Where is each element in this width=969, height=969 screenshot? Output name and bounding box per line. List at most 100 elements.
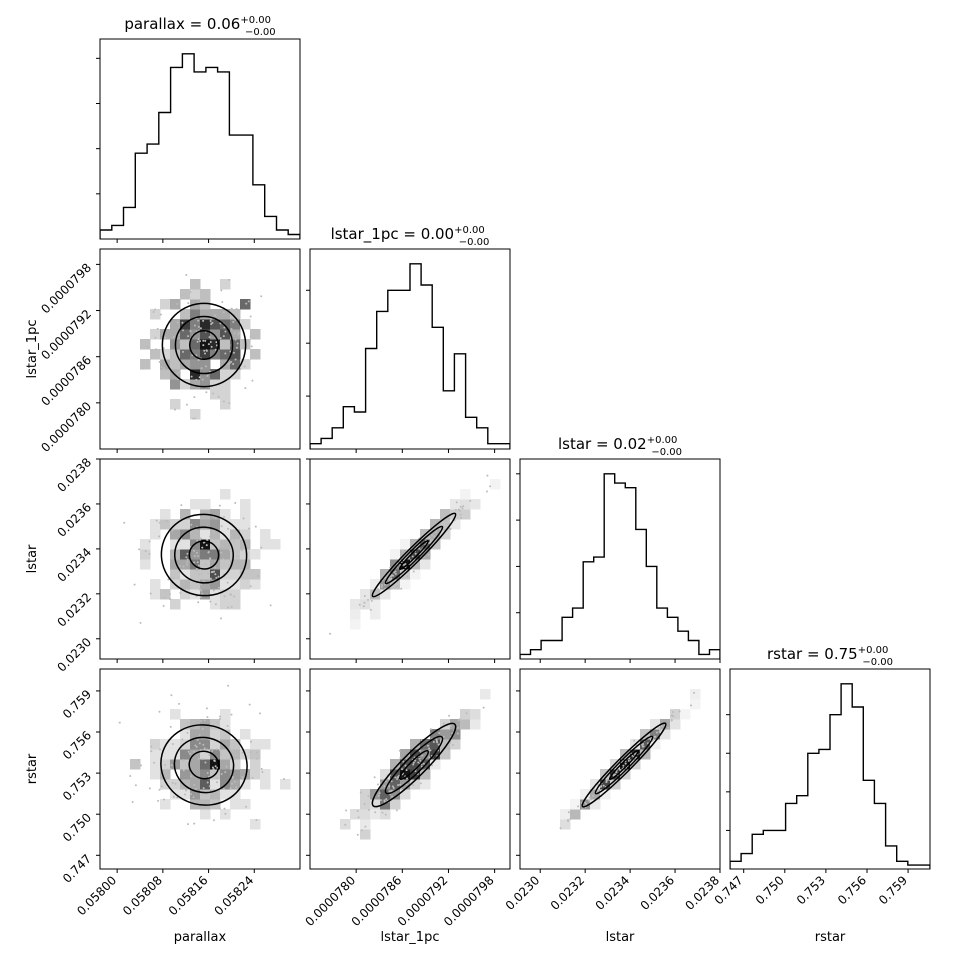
density-cell	[280, 779, 291, 790]
sample-point	[160, 366, 163, 369]
sample-point	[249, 751, 252, 754]
sample-point	[227, 606, 230, 609]
contour-line	[398, 749, 430, 781]
sample-point	[203, 352, 206, 355]
title-parallax: parallax = 0.06+0.00 −0.00	[124, 15, 275, 38]
density-cell	[180, 289, 191, 300]
density-cell	[170, 329, 181, 340]
density-cell	[150, 759, 161, 770]
sample-point	[190, 793, 193, 796]
density-cell	[420, 559, 431, 570]
density-cell	[160, 359, 171, 370]
sample-point	[164, 336, 167, 339]
xtick-label: 0.05808	[120, 873, 165, 918]
density-cell	[230, 319, 241, 330]
sample-point	[197, 325, 200, 328]
density-cell	[570, 799, 581, 810]
sample-point	[236, 555, 239, 558]
density-cell	[180, 759, 191, 770]
sample-point	[251, 379, 254, 382]
sample-point	[363, 595, 366, 598]
density-cell	[450, 499, 461, 510]
density-cell	[210, 719, 221, 730]
density-cell	[190, 309, 201, 320]
contour-line	[174, 526, 234, 584]
sample-point	[430, 539, 433, 542]
density-cell	[460, 709, 471, 720]
density-cell	[430, 749, 441, 760]
sample-point	[174, 408, 177, 411]
density-cell	[210, 529, 221, 540]
density-cell	[450, 739, 461, 750]
sample-point	[241, 751, 244, 754]
sample-point	[206, 716, 209, 719]
sample-point	[431, 533, 434, 536]
sample-point	[171, 529, 174, 532]
sample-point	[213, 759, 216, 762]
sample-point	[165, 519, 168, 522]
density-cell	[240, 299, 251, 310]
sample-point	[356, 833, 359, 836]
density-cell	[470, 719, 481, 730]
sample-point	[641, 743, 644, 746]
sample-point	[222, 787, 225, 790]
density-cell	[220, 369, 231, 380]
sample-point	[398, 749, 401, 752]
panel-lstar-lstar_1pc	[306, 458, 511, 663]
sample-point	[196, 539, 199, 542]
sample-point	[444, 519, 447, 522]
sample-point	[394, 776, 397, 779]
sample-point	[462, 505, 465, 508]
density-cell	[210, 369, 221, 380]
density-cell	[230, 569, 241, 580]
sample-point	[217, 546, 220, 549]
sample-point	[165, 768, 168, 771]
density-cell	[180, 579, 191, 590]
sample-point	[228, 746, 231, 749]
ytick-label: 0.0234	[55, 545, 95, 585]
density-cell	[160, 519, 171, 530]
histogram-lstar	[520, 473, 720, 659]
density-cell	[220, 759, 231, 770]
density-cell	[590, 789, 601, 800]
sample-point	[181, 738, 184, 741]
sample-point	[250, 345, 253, 348]
sample-point	[211, 392, 214, 395]
sample-point	[208, 753, 211, 756]
sample-point	[249, 740, 252, 743]
density-cell	[450, 519, 461, 530]
density-cell	[390, 759, 401, 770]
sample-point	[459, 513, 462, 516]
sample-point	[190, 523, 193, 526]
density-cell	[190, 719, 201, 730]
density-cell	[230, 769, 241, 780]
sample-point	[577, 805, 580, 808]
panel-frame	[309, 668, 511, 870]
density-cell	[220, 489, 231, 500]
density-cell	[160, 799, 171, 810]
sample-point	[193, 396, 196, 399]
sample-point	[193, 822, 196, 825]
sample-point	[396, 761, 399, 764]
density-cell	[410, 569, 421, 580]
density-cell	[220, 769, 231, 780]
xaxis-label: lstar_1pc	[381, 930, 440, 945]
ytick-label: 0.753	[60, 769, 94, 803]
density-cell	[370, 589, 381, 600]
sample-point	[379, 799, 382, 802]
density-cell	[190, 349, 201, 360]
sample-point	[622, 764, 625, 767]
density-cell	[200, 779, 211, 790]
density-cell	[200, 379, 211, 390]
density-cell	[230, 339, 241, 350]
sample-point	[239, 571, 242, 574]
density-cell	[190, 779, 201, 790]
sample-point	[221, 301, 224, 304]
density-cell	[350, 609, 361, 620]
sample-point	[357, 816, 360, 819]
sample-point	[249, 335, 252, 338]
sample-point	[181, 321, 184, 324]
sample-point	[399, 783, 402, 786]
sample-point	[158, 361, 161, 364]
sample-point	[202, 319, 205, 322]
